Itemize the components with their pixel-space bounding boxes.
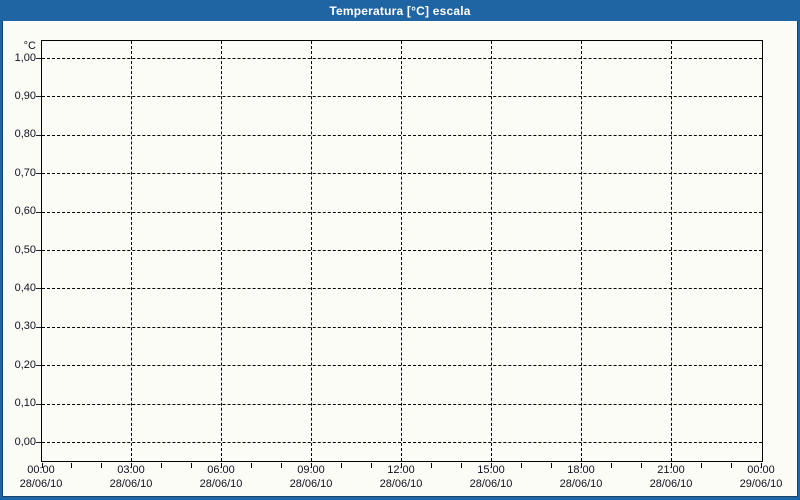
x-axis-time-label: 00:00: [747, 464, 775, 476]
horizontal-gridline: [42, 134, 762, 136]
x-axis-tick: [101, 463, 102, 468]
horizontal-gridline: [42, 288, 762, 290]
y-axis-tick: [36, 173, 41, 175]
y-axis-label: 0,30: [14, 320, 36, 333]
horizontal-gridline: [42, 211, 762, 213]
y-axis-tick: [36, 365, 41, 367]
x-axis-date-label: 28/06/10: [559, 478, 603, 490]
horizontal-gridline: [42, 173, 762, 175]
horizontal-gridline: [42, 403, 762, 405]
x-axis-tick: [431, 463, 432, 468]
x-axis-tick: [191, 463, 192, 468]
x-axis-date-label: 28/06/10: [379, 478, 423, 490]
x-axis-tick: [701, 463, 702, 468]
y-axis-tick: [36, 442, 41, 443]
y-axis-tick: [36, 96, 41, 98]
vertical-gridline: [221, 41, 222, 461]
x-axis-tick: [42, 463, 43, 468]
x-axis-tick: [221, 463, 222, 468]
x-axis-date-label: 28/06/10: [199, 478, 243, 490]
x-axis-tick: [731, 463, 732, 468]
x-axis-time-label: 21:00: [657, 464, 685, 476]
y-axis-label: 0,80: [14, 128, 36, 141]
x-axis-tick: [551, 463, 552, 468]
vertical-gridline: [491, 41, 492, 461]
x-axis-tick: [611, 463, 612, 468]
x-axis-tick: [581, 463, 582, 468]
y-axis-label: 0,00: [14, 435, 36, 448]
y-axis-label: 0,50: [14, 243, 36, 256]
x-axis-date-label: 28/06/10: [109, 478, 153, 490]
vertical-gridline: [311, 41, 312, 461]
y-axis-label: 0,70: [14, 166, 36, 179]
x-axis-tick: [71, 463, 72, 468]
x-axis-date-label: 28/06/10: [649, 478, 693, 490]
x-axis-tick: [461, 463, 462, 468]
x-axis-tick: [491, 463, 492, 468]
y-axis-tick: [36, 211, 41, 213]
y-axis-tick: [36, 250, 41, 251]
x-axis-date-label: 28/06/10: [19, 478, 63, 490]
x-axis-tick: [521, 463, 522, 468]
y-axis-label: 0,20: [14, 358, 36, 371]
x-axis-tick: [371, 463, 372, 468]
x-axis-tick: [131, 463, 132, 468]
x-axis-time-label: 18:00: [567, 464, 595, 476]
horizontal-gridline: [42, 250, 762, 251]
y-axis-tick: [36, 288, 41, 290]
y-axis-label: 0,90: [14, 89, 36, 102]
y-axis-label: 0,10: [14, 397, 36, 410]
x-axis-tick: [341, 463, 342, 468]
y-axis-label: 0,40: [14, 281, 36, 294]
x-axis-tick: [311, 463, 312, 468]
x-axis-tick: [761, 463, 762, 468]
horizontal-gridline: [42, 96, 762, 98]
vertical-gridline: [131, 41, 132, 461]
horizontal-gridline: [42, 442, 762, 443]
x-axis-time-label: 06:00: [207, 464, 235, 476]
x-axis-tick: [641, 463, 642, 468]
horizontal-gridline: [42, 326, 762, 328]
x-axis-time-label: 00:00: [27, 464, 55, 476]
horizontal-gridline: [42, 365, 762, 367]
x-axis-time-label: 15:00: [477, 464, 505, 476]
y-axis-tick: [36, 134, 41, 136]
x-axis-time-label: 09:00: [297, 464, 325, 476]
y-axis-unit-label: °C: [23, 40, 36, 52]
chart-content: °C 1,00 0,90 0,80 0,70 0,60 0,50 0,40 0,30 0,20 0…: [2, 21, 798, 497]
plot-area: [36, 40, 763, 468]
vertical-gridline: [671, 41, 672, 461]
y-axis-tick: [36, 58, 41, 59]
horizontal-gridline: [42, 58, 762, 59]
y-axis-tick: [36, 326, 41, 328]
x-axis-tick: [251, 463, 252, 468]
vertical-gridline: [401, 41, 402, 461]
x-axis-tick: [401, 463, 402, 468]
y-axis-label: 1,00: [14, 51, 36, 64]
y-axis-label: 0,60: [14, 205, 36, 218]
chart-title: Temperatura [°C] escala: [329, 3, 471, 18]
x-axis-tick: [671, 463, 672, 468]
x-axis-time-label: 03:00: [117, 464, 145, 476]
x-axis-date-label: 28/06/10: [289, 478, 333, 490]
x-axis-date-label: 28/06/10: [469, 478, 513, 490]
y-axis-tick: [36, 403, 41, 405]
x-axis-tick: [281, 463, 282, 468]
x-axis-date-label: 29/06/10: [739, 478, 783, 490]
x-axis-time-label: 12:00: [387, 464, 415, 476]
x-axis-tick: [161, 463, 162, 468]
vertical-gridline: [581, 41, 582, 461]
